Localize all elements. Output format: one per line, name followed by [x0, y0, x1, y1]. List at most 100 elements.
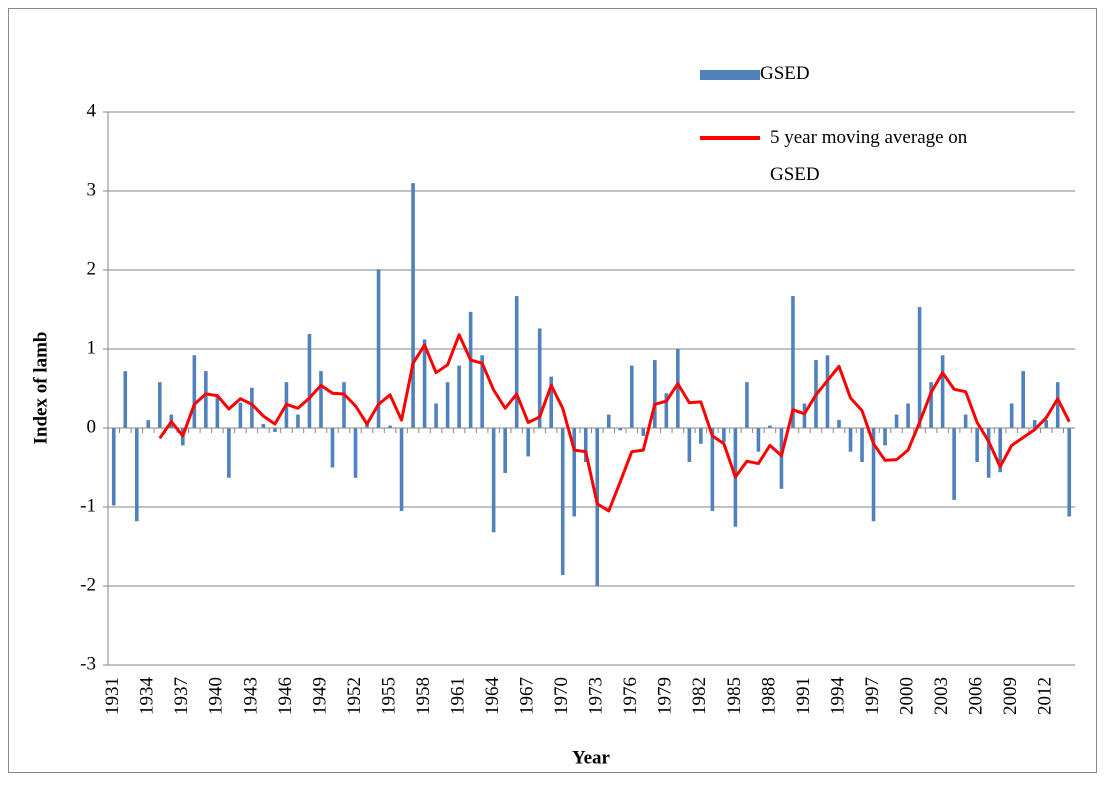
bar — [134, 428, 139, 522]
x-tick-label: 1976 — [620, 677, 641, 715]
bar — [676, 349, 680, 428]
bar — [526, 428, 530, 457]
bar — [353, 428, 358, 478]
bar — [940, 355, 945, 428]
legend-bar: GSED — [700, 55, 810, 92]
bar — [537, 328, 542, 428]
bar — [204, 371, 208, 428]
y-tick-label: 3 — [87, 179, 97, 200]
bar — [595, 428, 600, 586]
x-tick-label: 2012 — [1035, 677, 1056, 715]
bar — [503, 428, 507, 474]
bar — [1044, 420, 1049, 428]
bar — [158, 382, 162, 428]
bar — [986, 428, 991, 478]
bar — [146, 420, 151, 428]
bar — [445, 382, 450, 428]
x-tick-label: 2009 — [1000, 677, 1021, 715]
bar — [1055, 382, 1060, 428]
bar — [215, 394, 220, 428]
legend-label: GSED — [760, 63, 810, 84]
bar — [825, 355, 830, 428]
bar — [111, 428, 116, 506]
bar — [848, 428, 853, 452]
y-tick-label: -2 — [80, 574, 96, 595]
bar — [192, 355, 197, 428]
bar — [457, 365, 461, 428]
bar — [883, 428, 887, 446]
bar — [227, 428, 231, 478]
bar — [906, 403, 910, 428]
moving-average-line — [158, 333, 1071, 513]
bar — [342, 382, 346, 428]
bar — [975, 428, 979, 462]
bar — [860, 428, 864, 462]
bar — [261, 424, 266, 428]
bar — [1021, 371, 1025, 428]
y-tick-label: -1 — [80, 495, 96, 516]
bar — [514, 296, 519, 428]
chart-border — [8, 8, 1097, 773]
y-tick-label: 0 — [87, 416, 97, 437]
x-tick-label: 1982 — [689, 677, 710, 715]
bar — [952, 428, 956, 500]
bar — [399, 428, 404, 511]
x-tick-label: 1958 — [413, 677, 434, 715]
bar — [871, 428, 876, 522]
x-tick-label: 1940 — [206, 677, 227, 715]
bar — [710, 428, 715, 511]
y-tick-label: -3 — [80, 653, 96, 674]
bar — [549, 376, 554, 428]
bar — [929, 382, 933, 428]
bar — [802, 403, 807, 428]
x-tick-label: 1952 — [344, 677, 365, 715]
bar — [722, 428, 726, 443]
bar — [491, 428, 496, 533]
bar — [307, 333, 312, 428]
bar — [1009, 403, 1014, 428]
bar — [468, 311, 473, 428]
bar — [273, 428, 277, 432]
x-tick-label: 2003 — [931, 677, 952, 715]
bar — [618, 428, 623, 431]
y-tick-label: 1 — [87, 337, 97, 358]
bar — [641, 428, 646, 436]
x-tick-label: 1931 — [102, 677, 123, 715]
bar — [629, 365, 634, 428]
bar — [998, 428, 1002, 473]
bar — [365, 424, 369, 428]
x-tick-label: 1955 — [378, 677, 399, 715]
legend-swatch — [700, 136, 760, 140]
x-tick-label: 1991 — [793, 677, 814, 715]
x-axis-label: Year — [572, 747, 611, 768]
bar — [319, 371, 323, 428]
bar — [837, 420, 841, 428]
x-tick-label: 1973 — [586, 677, 607, 715]
x-tick-label: 1994 — [827, 677, 848, 716]
x-tick-label: 1946 — [275, 677, 296, 715]
bar — [699, 428, 703, 444]
y-tick-label: 4 — [87, 100, 97, 121]
bar — [296, 414, 300, 428]
bar — [411, 183, 415, 428]
bar — [480, 355, 484, 428]
x-tick-label: 1985 — [724, 677, 745, 715]
bar — [894, 414, 899, 428]
x-tick-label: 1961 — [447, 677, 468, 715]
bar — [1067, 428, 1072, 517]
bar — [963, 414, 968, 428]
bar — [388, 425, 392, 428]
bar — [434, 403, 438, 428]
bar — [653, 360, 657, 428]
x-tick-label: 1988 — [758, 677, 779, 715]
legend-swatch — [700, 69, 760, 80]
bar — [779, 428, 784, 489]
bar — [330, 428, 335, 468]
bar — [791, 296, 795, 428]
bar — [1032, 420, 1037, 428]
bar — [583, 428, 588, 462]
x-tick-label: 1949 — [309, 677, 330, 715]
legend-label: 5 year moving average on GSED — [770, 127, 968, 185]
bar — [745, 382, 749, 428]
x-tick-label: 2000 — [896, 677, 917, 715]
